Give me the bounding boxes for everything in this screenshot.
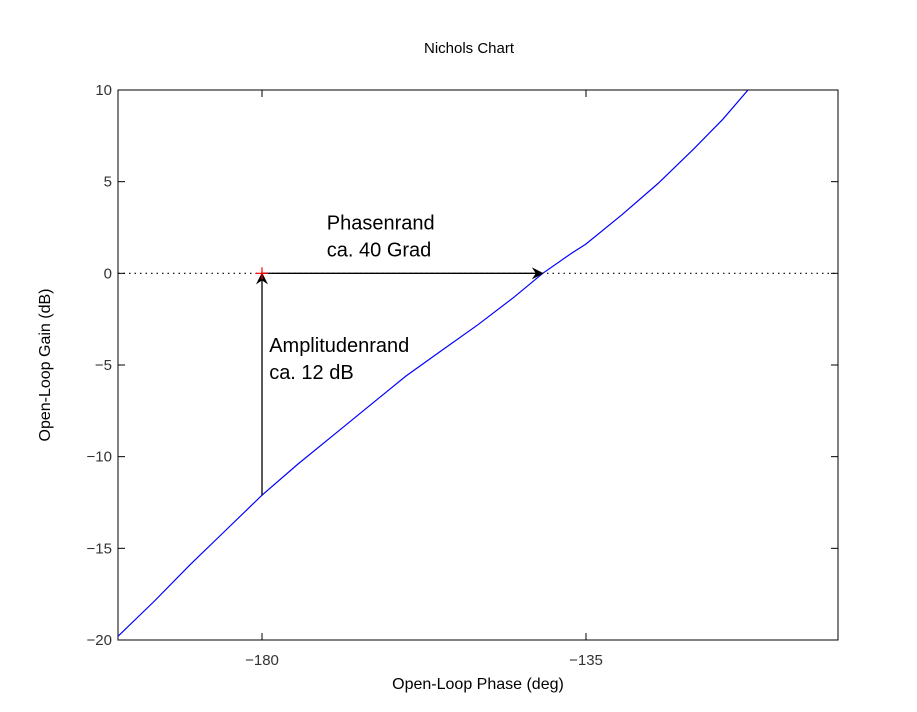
y-tick-label: −20: [87, 632, 112, 649]
phase-margin-label-line1: Phasenrand: [327, 212, 435, 234]
x-tick-label: −135: [569, 652, 603, 669]
chart-title: Nichols Chart: [424, 40, 515, 57]
y-tick-label: 0: [104, 265, 112, 282]
nichols-curve: [118, 90, 749, 637]
phase-margin-label-line2: ca. 40 Grad: [327, 239, 432, 261]
gain-margin-label-line1: Amplitudenrand: [269, 335, 409, 357]
x-axis-label: Open-Loop Phase (deg): [392, 676, 564, 693]
y-tick-label: −5: [95, 357, 112, 374]
plot-area: 10 5 0 −5 −10 −15 −20 −180 −135: [87, 82, 839, 669]
y-tick-label: 10: [95, 82, 112, 99]
axes-frame: [117, 89, 839, 641]
x-tick-label: −180: [245, 652, 279, 669]
y-tick-label: 5: [104, 174, 112, 191]
y-tick-label: −15: [87, 540, 112, 557]
gain-margin-label-line2: ca. 12 dB: [269, 362, 354, 384]
y-tick-label: −10: [87, 449, 112, 466]
y-axis-label: Open-Loop Gain (dB): [37, 289, 54, 442]
